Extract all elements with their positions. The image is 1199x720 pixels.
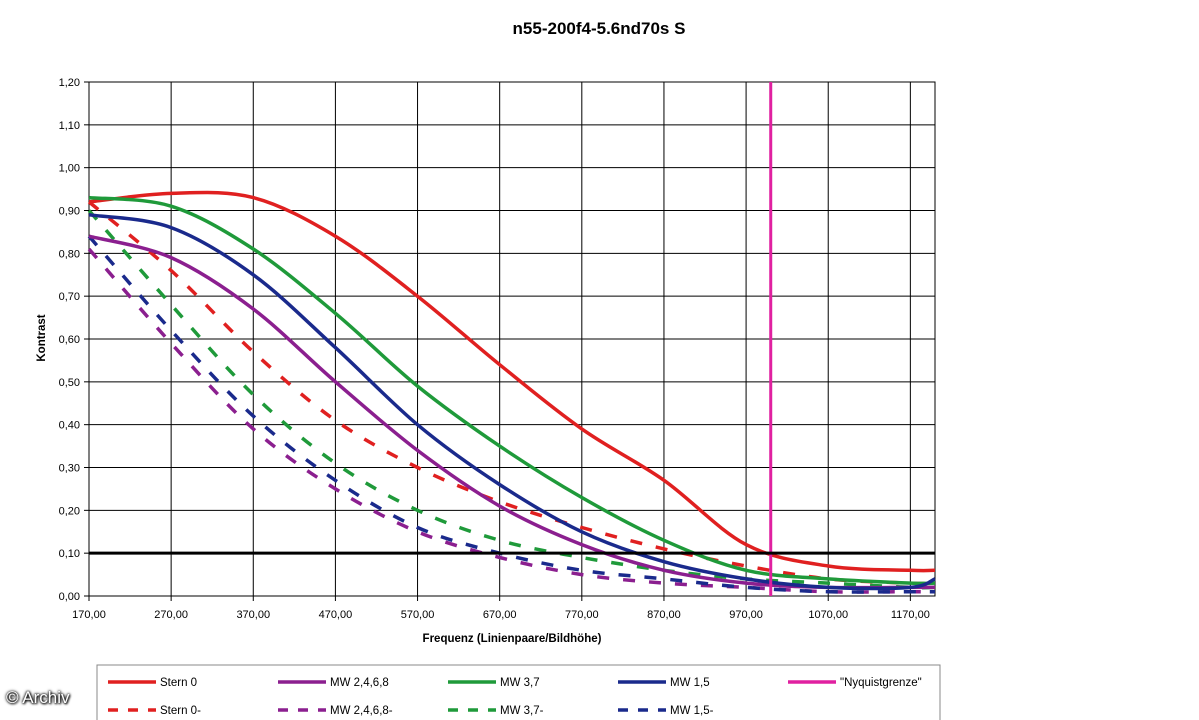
x-tick-label: 570,00 [401, 609, 435, 621]
legend-label: "Nyquistgrenze" [840, 677, 922, 689]
x-tick-label: 370,00 [236, 609, 270, 621]
legend-label: MW 2,4,6,8- [330, 705, 393, 717]
x-tick-label: 970,00 [729, 609, 763, 621]
x-tick-label: 1170,00 [891, 609, 930, 621]
series-line-mw-3-7-dashed [87, 209, 936, 590]
y-tick-label: 1,00 [59, 163, 80, 175]
legend-label: Stern 0- [160, 705, 201, 717]
y-tick-label: 0,40 [59, 420, 80, 432]
series-line-stern-0-dashed [87, 200, 936, 586]
legend-label: MW 3,7- [500, 705, 544, 717]
y-axis-label: Kontrast [36, 314, 48, 361]
x-tick-label: 870,00 [647, 609, 681, 621]
axes: 170,00 270,00 370,00 470,00 570,00 670,00 770,… [59, 77, 930, 621]
series-line-mw-1-5-dashed [87, 235, 935, 594]
x-tick-label: 270,00 [154, 609, 188, 621]
y-tick-label: 0,50 [59, 377, 80, 389]
x-tick-label: 670,00 [483, 609, 517, 621]
legend-label: MW 3,7 [500, 677, 540, 689]
y-tick-label: 0,60 [59, 334, 80, 346]
reference-lines [89, 82, 935, 596]
legend: Stern 0 MW 2,4,6,8 MW 3,7 MW 1,5 "Nyquistgre… [96, 664, 941, 720]
grid [88, 81, 936, 597]
y-tick-label: 0,20 [59, 505, 80, 517]
y-tick-label: 0,10 [59, 548, 80, 560]
x-tick-label: 470,00 [319, 609, 353, 621]
y-tick-label: 0,30 [59, 463, 80, 475]
legend-box [96, 664, 941, 720]
y-tick-label: 0,80 [59, 248, 80, 260]
x-axis-label: Frequenz (Linienpaare/Bildhöhe) [423, 633, 602, 645]
legend-label: Stern 0 [160, 677, 197, 689]
series-lines [87, 190, 936, 594]
watermark: © Archiv [6, 688, 70, 707]
x-tick-label: 1070,00 [808, 609, 848, 621]
legend-label: MW 1,5 [670, 677, 710, 689]
y-tick-label: 0,70 [59, 291, 80, 303]
y-tick-label: 1,10 [59, 120, 80, 132]
series-line-mw-1-5 [88, 213, 936, 591]
y-tick-label: 0,00 [59, 591, 80, 603]
series-line-mw-3-7 [88, 195, 936, 586]
y-tick-label: 0,90 [59, 206, 80, 218]
series-line-stern-0 [88, 190, 936, 573]
y-tick-label: 1,20 [59, 77, 80, 89]
legend-label: MW 1,5- [670, 705, 714, 717]
legend-label: MW 2,4,6,8 [330, 677, 389, 689]
x-tick-label: 770,00 [565, 609, 599, 621]
x-tick-label: 170,00 [72, 609, 106, 621]
chart-title: n55-200f4-5.6nd70s S [513, 19, 686, 38]
